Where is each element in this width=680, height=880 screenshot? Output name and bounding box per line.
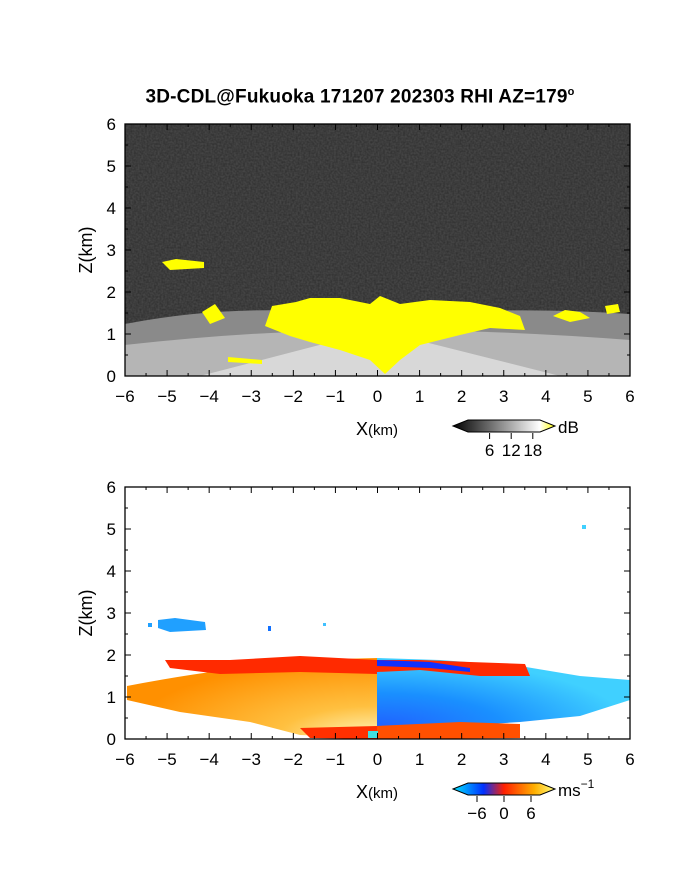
y-axis-label: Z(km) [76,227,96,274]
y-tick-label: 6 [107,478,116,497]
y-axis-label: Z(km) [76,590,96,637]
x-tick-label: 2 [457,750,466,769]
x-tick-label: −4 [199,750,218,769]
colorbar-tick-label: −6 [467,804,486,823]
x-tick-label: 3 [499,387,508,406]
y-tick-label: 1 [107,688,116,707]
x-tick-label: −2 [284,750,303,769]
x-tick-label: −5 [157,387,176,406]
x-tick-label: 4 [541,750,550,769]
x-tick-label: 6 [625,387,634,406]
x-axis-label: X(km) [356,782,398,802]
x-tick-label: −3 [242,387,261,406]
velocity-speckle [368,731,378,738]
colorbar-unit: dB [558,418,579,437]
colorbar: dB 6 12 18 [451,418,579,460]
cloud-layer-echo [162,259,204,270]
colorbar-tick-label: 18 [523,441,542,460]
y-tick-label: 3 [107,604,116,623]
cloud-layer-velocity [158,618,206,632]
strong-echo [265,296,525,374]
x-tick-label: −6 [115,387,134,406]
velocity-negative-region [377,658,630,728]
y-tick-label: 2 [107,283,116,302]
x-tick-label: −6 [115,750,134,769]
y-tick-label: 5 [107,520,116,539]
y-tick-label: 6 [107,115,116,134]
x-axis-label: X(km) [356,419,398,439]
x-tick-label: 6 [625,750,634,769]
strong-echo-patch [228,357,262,364]
x-tick-label: −1 [326,387,345,406]
strong-echo-patch [553,310,590,322]
colorbar-tick-label: 6 [485,441,494,460]
y-tick-label: 1 [107,325,116,344]
x-tick-label: −5 [157,750,176,769]
strong-echo-patch [202,304,225,324]
velocity-speckle [323,623,326,626]
y-tick-label: 3 [107,241,116,260]
velocity-band-bottom-right [377,722,520,739]
x-tick-label: −3 [242,750,261,769]
velocity-band-bottom [300,726,377,739]
chart-title: 3D-CDL@Fukuoka 171207 202303 RHI AZ=179o [145,86,575,108]
x-tick-label: 2 [457,387,466,406]
x-tick-label: −4 [199,387,218,406]
x-tick-label: 1 [415,387,424,406]
y-tick-label: 2 [107,646,116,665]
y-tick-label: 0 [107,367,116,386]
velocity-band-top [165,656,377,674]
velocity-positive-region [127,658,377,738]
colorbar-tick-label: 6 [526,804,535,823]
velocity-speckle [582,525,586,529]
x-tick-label: 3 [499,750,508,769]
x-tick-label: 0 [373,750,382,769]
velocity-speckle [268,626,271,631]
y-tick-label: 5 [107,157,116,176]
x-tick-label: 0 [373,387,382,406]
velocity-speckle [148,623,152,627]
colorbar-unit: ms−1 [558,777,595,800]
colorbar: ms−1 −6 0 6 [451,777,595,823]
colorbar-tick-label: 12 [502,441,521,460]
x-tick-label: 1 [415,750,424,769]
colorbar-tick-label: 0 [499,804,508,823]
x-tick-label: 4 [541,387,550,406]
x-tick-label: −2 [284,387,303,406]
x-tick-label: 5 [583,750,592,769]
x-tick-label: −1 [326,750,345,769]
y-tick-label: 4 [107,562,116,581]
y-tick-label: 4 [107,199,116,218]
strong-echo-patch [605,304,620,314]
y-tick-label: 0 [107,730,116,749]
velocity-fringe [377,660,470,672]
x-tick-label: 5 [583,387,592,406]
